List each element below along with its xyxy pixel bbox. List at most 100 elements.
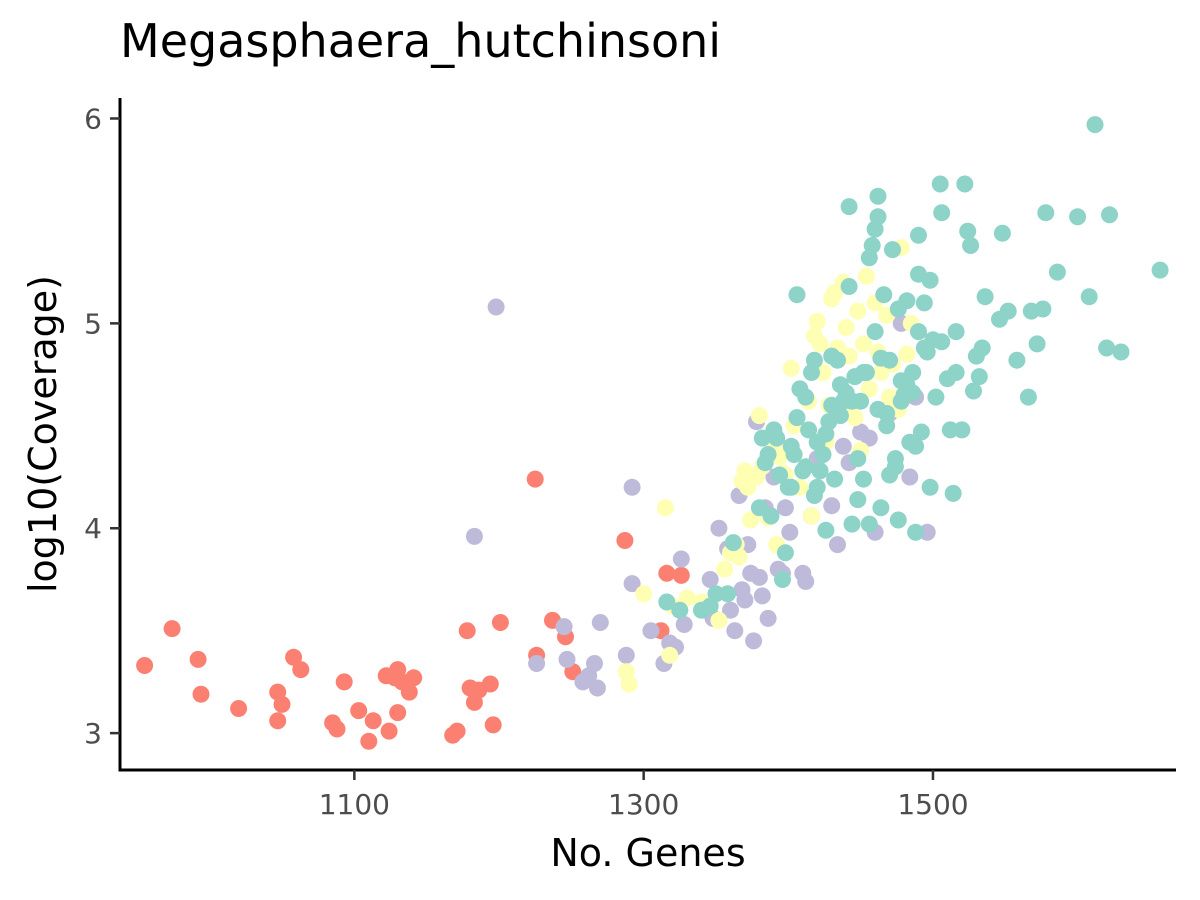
x-tick-label: 1500 bbox=[897, 788, 968, 821]
data-point bbox=[136, 657, 154, 674]
data-point bbox=[855, 335, 872, 353]
data-point bbox=[970, 368, 988, 386]
data-point bbox=[781, 523, 799, 541]
data-point bbox=[389, 704, 407, 722]
data-point bbox=[753, 587, 771, 605]
data-point bbox=[840, 198, 858, 216]
data-point bbox=[1048, 263, 1066, 281]
data-point bbox=[843, 515, 861, 533]
data-point bbox=[965, 382, 982, 400]
data-point bbox=[910, 323, 927, 341]
data-point bbox=[642, 622, 660, 640]
data-point bbox=[811, 462, 829, 480]
data-point bbox=[843, 392, 861, 410]
data-point bbox=[1008, 351, 1026, 369]
data-point bbox=[1098, 339, 1116, 357]
data-point bbox=[860, 380, 878, 398]
data-point bbox=[745, 632, 763, 650]
data-point bbox=[360, 732, 378, 750]
series-1 bbox=[136, 470, 690, 750]
data-point bbox=[855, 364, 872, 381]
data-point bbox=[823, 347, 841, 365]
data-point bbox=[1101, 206, 1118, 224]
data-point bbox=[831, 376, 849, 394]
data-point bbox=[458, 622, 476, 640]
data-point bbox=[941, 421, 959, 439]
data-point bbox=[931, 175, 949, 193]
data-point bbox=[933, 333, 951, 351]
y-axis-title: log10(Coverage) bbox=[21, 275, 65, 593]
data-point bbox=[730, 548, 748, 566]
data-point bbox=[364, 712, 382, 730]
data-point bbox=[860, 515, 878, 533]
x-axis-title: No. Genes bbox=[550, 831, 745, 875]
data-point bbox=[656, 499, 674, 517]
x-axis-ticks: 1100 1300 1500 bbox=[319, 770, 969, 821]
data-point bbox=[1019, 388, 1037, 406]
data-point bbox=[481, 675, 499, 693]
data-point bbox=[635, 585, 653, 603]
data-point bbox=[269, 712, 287, 730]
data-point bbox=[782, 478, 800, 496]
data-point bbox=[791, 380, 809, 398]
data-point bbox=[710, 611, 728, 629]
data-point bbox=[991, 310, 1008, 328]
data-point bbox=[742, 511, 760, 529]
data-point bbox=[933, 204, 951, 222]
data-point bbox=[788, 286, 806, 304]
data-point bbox=[823, 497, 841, 515]
data-point bbox=[849, 302, 867, 320]
data-point bbox=[910, 265, 927, 283]
data-point bbox=[956, 175, 974, 193]
data-point bbox=[849, 450, 867, 468]
data-point bbox=[886, 458, 904, 476]
data-point bbox=[678, 589, 696, 607]
data-point bbox=[230, 700, 248, 717]
data-point bbox=[380, 722, 398, 740]
data-point bbox=[808, 433, 826, 451]
data-point bbox=[889, 511, 907, 529]
data-point bbox=[776, 544, 794, 562]
data-point bbox=[901, 468, 919, 486]
data-point bbox=[491, 614, 509, 631]
data-point bbox=[947, 323, 965, 341]
data-point bbox=[831, 407, 849, 425]
data-point bbox=[716, 560, 734, 578]
data-point bbox=[881, 351, 899, 369]
data-point bbox=[829, 536, 846, 554]
data-point bbox=[866, 220, 884, 238]
data-point bbox=[672, 566, 690, 584]
data-point bbox=[671, 601, 689, 619]
data-point bbox=[788, 409, 806, 427]
data-point bbox=[555, 618, 573, 636]
data-point bbox=[1151, 261, 1169, 279]
data-point bbox=[1080, 288, 1098, 306]
data-point bbox=[805, 487, 823, 504]
data-point bbox=[1112, 343, 1130, 361]
data-point bbox=[620, 675, 638, 693]
data-point bbox=[285, 648, 303, 666]
data-point bbox=[878, 417, 896, 435]
data-point bbox=[328, 720, 346, 738]
data-point bbox=[817, 521, 835, 539]
data-point bbox=[273, 695, 291, 713]
data-point bbox=[855, 470, 872, 488]
data-point bbox=[803, 507, 820, 525]
data-point bbox=[350, 702, 368, 720]
data-point bbox=[846, 409, 864, 427]
data-point bbox=[672, 550, 690, 568]
data-point bbox=[1022, 302, 1040, 320]
data-point bbox=[797, 458, 815, 476]
data-point bbox=[938, 370, 956, 388]
data-point bbox=[759, 609, 777, 627]
data-point bbox=[872, 499, 890, 517]
data-point bbox=[967, 347, 985, 365]
data-point bbox=[189, 650, 207, 668]
data-point bbox=[797, 573, 815, 590]
y-tick-label: 6 bbox=[84, 102, 102, 135]
data-point bbox=[623, 575, 641, 593]
data-point bbox=[722, 601, 739, 619]
data-point bbox=[736, 591, 754, 609]
data-point bbox=[753, 429, 771, 447]
data-point bbox=[875, 286, 893, 304]
